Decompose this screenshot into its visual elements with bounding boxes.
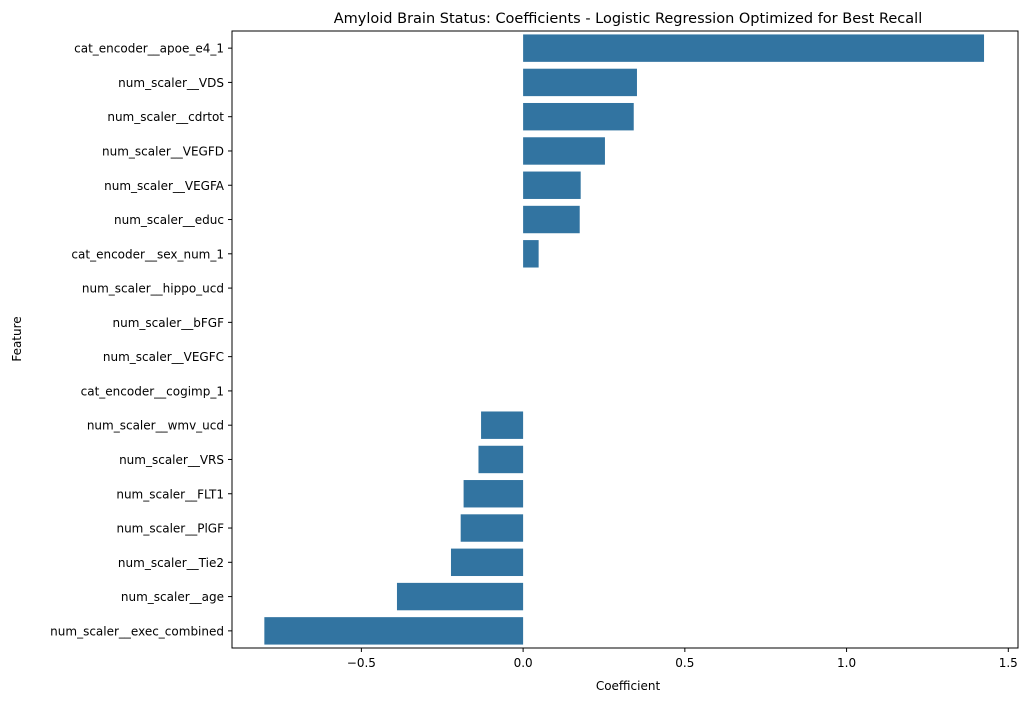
x-tick-label: 1.5 <box>999 656 1018 670</box>
y-tick-label: num_scaler__cdrtot <box>107 110 224 124</box>
bar-num_scaler__VRS <box>478 445 524 474</box>
plot-frame <box>231 30 1019 649</box>
y-tick-label: cat_encoder__cogimp_1 <box>81 384 224 398</box>
y-axis-label: Feature <box>10 316 24 361</box>
y-tick-label: num_scaler__VDS <box>118 76 224 90</box>
bar-cat_encoder__sex_num_1 <box>523 240 539 268</box>
y-tick-label: num_scaler__VRS <box>119 453 224 467</box>
y-tick-label: num_scaler__Tie2 <box>118 556 224 570</box>
y-tick-label: num_scaler__bFGF <box>113 316 225 330</box>
y-tick-label: num_scaler__wmv_ucd <box>87 419 224 433</box>
bar-num_scaler__FLT1 <box>463 480 524 508</box>
x-tick-label: 1.0 <box>837 656 856 670</box>
bar-num_scaler__VEGFD <box>523 137 605 165</box>
bar-num_scaler__educ <box>523 205 580 234</box>
y-tick-label: num_scaler__FLT1 <box>116 487 224 501</box>
bar-num_scaler__Tie2 <box>450 548 524 577</box>
y-tick-label: num_scaler__hippo_ucd <box>82 282 224 296</box>
bar-num_scaler__wmv_ucd <box>481 411 524 439</box>
x-tick-label: 0.5 <box>675 656 694 670</box>
y-tick-label: num_scaler__VEGFD <box>102 144 224 158</box>
y-tick-label: num_scaler__VEGFC <box>103 350 224 364</box>
bar-num_scaler__VEGFA <box>523 171 581 199</box>
x-tick-label: 0.0 <box>514 656 533 670</box>
bar-num_scaler__VDS <box>523 68 637 97</box>
x-axis-ticks: −0.5 0.0 0.5 1.0 1.5 <box>347 648 1018 670</box>
y-tick-label: num_scaler__age <box>121 590 224 604</box>
chart-title: Amyloid Brain Status: Coefficients - Log… <box>334 11 922 27</box>
bar-num_scaler__exec_combined <box>264 617 524 645</box>
y-tick-label: num_scaler__educ <box>114 213 224 227</box>
bar-num_scaler__age <box>396 582 524 611</box>
bar-cat_encoder__apoe_e4_1 <box>523 34 985 62</box>
y-tick-label: cat_encoder__apoe_e4_1 <box>74 42 224 56</box>
y-tick-label: num_scaler__VEGFA <box>104 179 225 193</box>
y-tick-label: num_scaler__PlGF <box>116 522 224 536</box>
x-axis-label: Coefficient <box>596 679 661 693</box>
bar-num_scaler__cdrtot <box>523 102 634 131</box>
bar-num_scaler__PlGF <box>460 514 524 542</box>
bars-group <box>264 34 985 645</box>
y-tick-label: cat_encoder__sex_num_1 <box>71 247 224 261</box>
y-tick-label: num_scaler__exec_combined <box>50 624 224 638</box>
y-axis-ticks: cat_encoder__apoe_e4_1 num_scaler__VDSnum… <box>50 42 232 638</box>
x-tick-label: −0.5 <box>347 656 376 670</box>
